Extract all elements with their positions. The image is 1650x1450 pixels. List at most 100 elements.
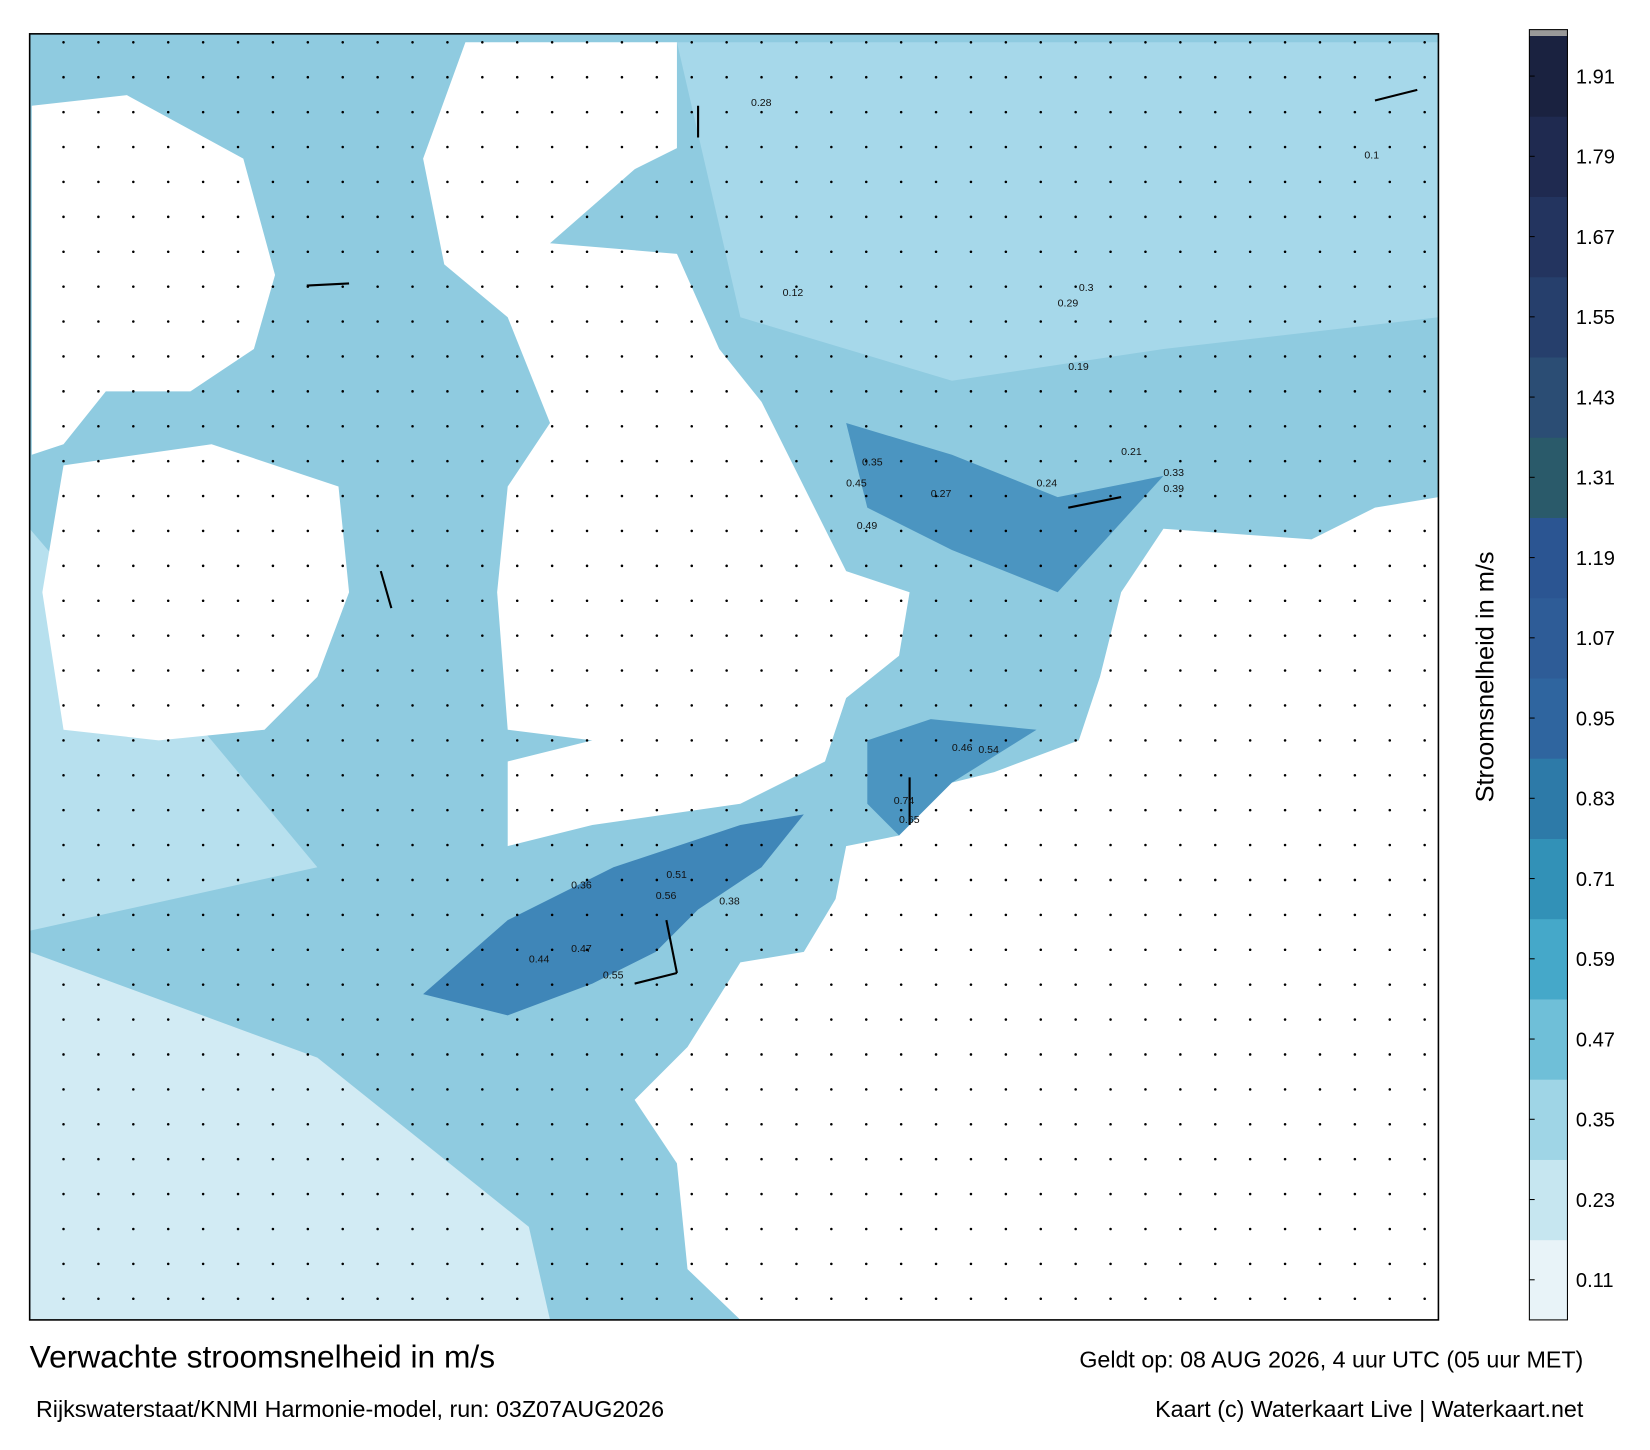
- vector-dot: [271, 704, 275, 707]
- vector-dot: [1318, 1157, 1322, 1161]
- vector-dot: [655, 564, 659, 568]
- vector-dot: [271, 1018, 275, 1021]
- vector-dot: [132, 75, 135, 79]
- vector-dot: [1074, 110, 1077, 114]
- vector-dot: [62, 355, 65, 358]
- vector-dot: [655, 75, 659, 79]
- vector-dot: [655, 180, 659, 184]
- vector-dot: [306, 843, 310, 847]
- vector-dot: [1179, 913, 1182, 917]
- vector-dot: [1004, 250, 1008, 253]
- vector-dot: [655, 634, 659, 637]
- vector-dot: [446, 145, 449, 149]
- colorbar-tick-label: 1.07: [1576, 628, 1615, 650]
- vector-dot: [725, 739, 728, 742]
- vector-dot: [1179, 1122, 1182, 1126]
- vector-dot: [1039, 320, 1043, 323]
- vector-dot: [655, 669, 659, 672]
- shallow-sea: [676, 42, 1439, 381]
- vector-dot: [1004, 41, 1008, 44]
- vector-dot: [1144, 913, 1147, 917]
- vector-dot: [1318, 1088, 1322, 1091]
- vector-dot: [1423, 634, 1426, 637]
- vector-dot: [1074, 739, 1077, 742]
- vector-dot: [166, 1122, 170, 1126]
- vector-dot: [166, 459, 170, 463]
- vector-dot: [97, 529, 100, 533]
- vector-dot: [132, 1088, 135, 1091]
- vector-dot: [690, 459, 694, 463]
- vector-dot: [585, 739, 589, 742]
- vector-dot: [1388, 459, 1392, 463]
- vector-dot: [1248, 1192, 1252, 1196]
- vector-dot: [1213, 215, 1217, 219]
- vector-dot: [132, 1297, 135, 1301]
- vector-dot: [201, 320, 205, 323]
- vector-dot: [1144, 983, 1147, 986]
- vector-dot: [481, 250, 484, 253]
- vector-dot: [864, 1053, 868, 1056]
- vector-dot: [1283, 1088, 1287, 1091]
- vector-dot: [1283, 808, 1287, 812]
- vector-dot: [236, 878, 240, 882]
- vector-dot: [97, 1157, 100, 1161]
- vector-dot: [515, 494, 519, 498]
- vector-dot: [760, 669, 763, 672]
- vector-dot: [481, 355, 484, 358]
- vector-dot: [166, 180, 170, 184]
- vector-dot: [62, 878, 65, 882]
- vector-dot: [620, 634, 624, 637]
- vector-dot: [1423, 739, 1426, 742]
- vector-dot: [132, 529, 135, 533]
- vector-dot: [62, 529, 65, 533]
- vector-dot: [1283, 459, 1287, 463]
- vector-dot: [481, 320, 484, 323]
- vector-dot: [620, 459, 624, 463]
- vector-dot: [411, 355, 414, 358]
- vector-dot: [864, 564, 868, 568]
- vector-dot: [481, 739, 484, 742]
- vector-dot: [446, 773, 449, 777]
- vector-dot: [1248, 145, 1252, 149]
- vector-dot: [1109, 494, 1112, 498]
- vector-dot: [1179, 1297, 1182, 1301]
- vector-dot: [411, 215, 414, 219]
- vector-dot: [760, 529, 763, 533]
- vector-dot: [725, 75, 728, 79]
- vector-dot: [1353, 1157, 1357, 1161]
- map-frame: [28, 33, 1440, 1321]
- vector-dot: [830, 1297, 833, 1301]
- vector-dot: [236, 1192, 240, 1196]
- vector-dot: [934, 1122, 938, 1126]
- vector-dot: [132, 1157, 135, 1161]
- vector-dot: [1144, 145, 1147, 149]
- vector-dot: [62, 1053, 65, 1056]
- vector-dot: [1039, 1227, 1043, 1231]
- vector-dot: [481, 285, 484, 288]
- vector-dot: [97, 739, 100, 742]
- vector-dot: [550, 808, 554, 812]
- vector-dot: [411, 1297, 414, 1301]
- vector-dot: [411, 180, 414, 184]
- vector-dot: [1004, 180, 1008, 184]
- vector-dot: [1213, 773, 1217, 777]
- vector-dot: [585, 948, 589, 952]
- vector-dot: [341, 564, 344, 568]
- vector-dot: [1074, 773, 1077, 777]
- vector-dot: [271, 564, 275, 568]
- speed-label: 0.46: [952, 742, 973, 754]
- vector-dot: [969, 215, 973, 219]
- vector-dot: [830, 215, 833, 219]
- vector-dot: [1004, 1053, 1008, 1056]
- vector-dot: [550, 634, 554, 637]
- vector-dot: [1283, 424, 1287, 428]
- vector-dot: [236, 599, 240, 602]
- vector-dot: [201, 424, 205, 428]
- vector-dot: [934, 145, 938, 149]
- vector-dot: [550, 285, 554, 288]
- vector-dot: [271, 739, 275, 742]
- vector-dot: [830, 773, 833, 777]
- vector-dot: [62, 180, 65, 184]
- vector-dot: [1423, 878, 1426, 882]
- vector-dot: [830, 913, 833, 917]
